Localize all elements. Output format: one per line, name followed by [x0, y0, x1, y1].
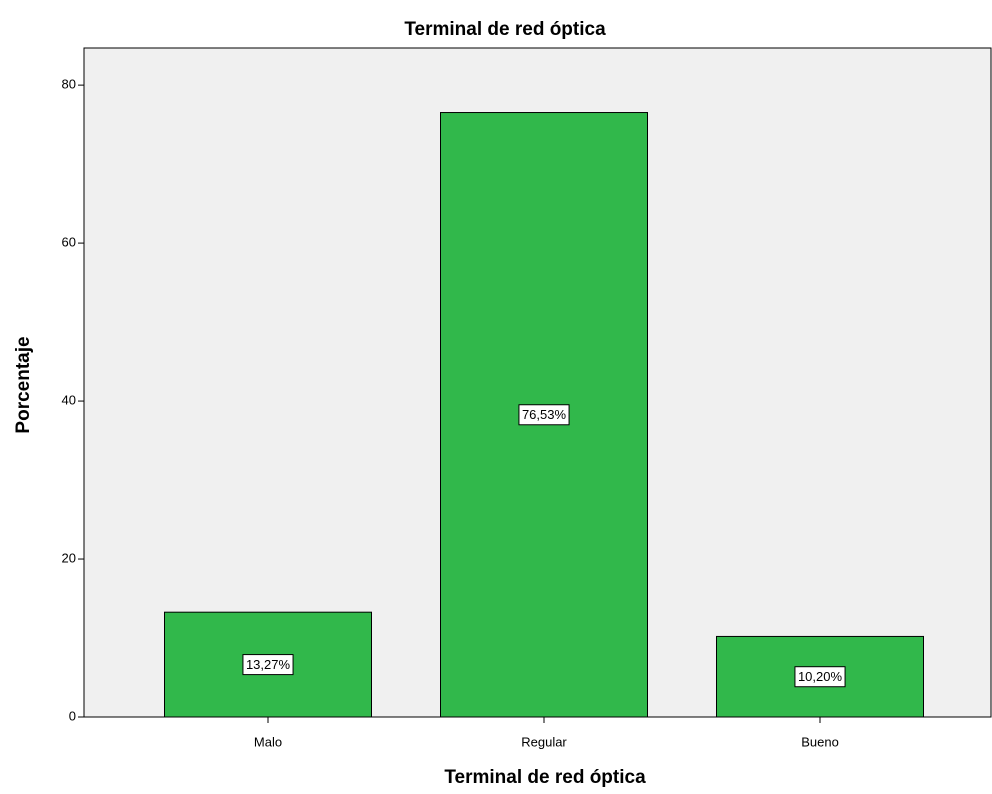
value-label: 10,20%: [798, 669, 843, 684]
value-label: 13,27%: [246, 657, 291, 672]
y-tick-label: 40: [62, 392, 76, 407]
value-label: 76,53%: [522, 407, 567, 422]
x-tick-label: Malo: [254, 734, 282, 749]
x-axis-label: Terminal de red óptica: [444, 767, 646, 788]
y-tick-label: 20: [62, 550, 76, 565]
value-label-box: [794, 666, 846, 688]
y-tick-label: 80: [62, 77, 76, 92]
y-tick-label: 60: [62, 235, 76, 250]
x-tick-label: Bueno: [801, 734, 839, 749]
x-tick-label: Regular: [521, 734, 567, 749]
chart-title: Terminal de red óptica: [404, 19, 606, 40]
y-axis-label: Porcentaje: [13, 336, 34, 433]
value-label-box: [518, 404, 570, 426]
value-label-box: [242, 654, 294, 676]
y-tick-label: 0: [69, 708, 76, 723]
